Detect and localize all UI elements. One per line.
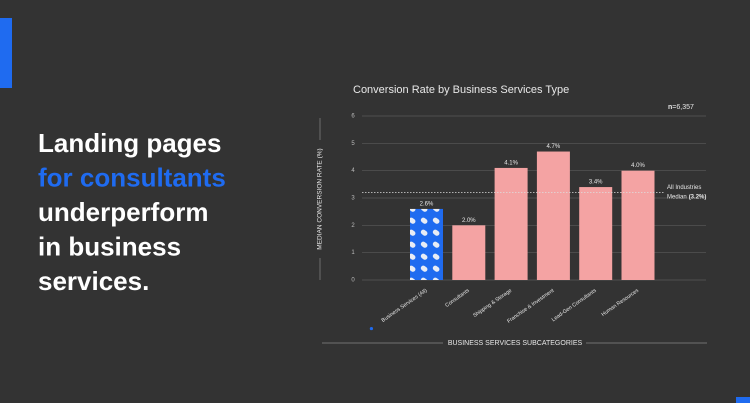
headline-line: for consultants: [38, 162, 226, 192]
bar: [621, 170, 655, 280]
y-tick-label: 1: [351, 250, 355, 256]
y-tick-label: 2: [351, 223, 355, 229]
x-tick-label: Lead-Gen Consultants: [551, 288, 598, 324]
y-tick-label: 4: [351, 168, 355, 174]
x-tick-label: Franchise & Investment: [506, 288, 555, 325]
note: =6,357: [672, 104, 694, 111]
x-tick-label: Consultants: [444, 288, 471, 309]
y-tick-label: 0: [351, 278, 355, 284]
note-prefix: n: [668, 104, 672, 111]
median-value-label: (3.2%): [689, 194, 707, 200]
legend-dot: [369, 326, 374, 331]
median-label-text: Median: [667, 194, 687, 200]
bar: [452, 225, 486, 280]
median-label: All Industries: [667, 185, 701, 191]
x-tick-label: Human Resources: [601, 288, 641, 318]
bar: [536, 151, 570, 280]
value-label: 4.7%: [547, 144, 561, 150]
headline-line: Landing pages: [38, 128, 221, 158]
y-tick-label: 5: [351, 141, 355, 147]
x-tick-label: Shipping & Storage: [472, 288, 513, 319]
headline: Landing pages for consultants underperform…: [38, 128, 226, 296]
chart-title: Conversion Rate by Business Services Typ…: [353, 84, 569, 96]
headline-line: underperform: [38, 197, 208, 227]
value-label: 4.1%: [504, 161, 518, 167]
median-label: Median (3.2%): [667, 194, 706, 200]
value-label: 3.4%: [589, 180, 603, 186]
bar: [410, 208, 443, 280]
y-tick-label: 3: [351, 196, 355, 202]
value-label: 2.0%: [462, 218, 476, 224]
accent-square: [736, 397, 750, 403]
y-axis-label: MEDIAN CONVERSION RATE (%): [317, 148, 324, 249]
bar: [494, 167, 528, 280]
sample-note: n=6,357: [668, 104, 694, 111]
x-tick-label: Business Services (All): [381, 288, 429, 324]
headline-line: services.: [38, 266, 149, 296]
value-label: 2.6%: [420, 202, 434, 208]
accent-bar: [0, 18, 12, 88]
bar: [579, 187, 613, 280]
headline-line: in business: [38, 231, 181, 261]
x-axis-label: BUSINESS SERVICES SUBCATEGORIES: [448, 340, 583, 347]
value-label: 4.0%: [631, 163, 645, 169]
y-tick-label: 6: [351, 114, 355, 120]
